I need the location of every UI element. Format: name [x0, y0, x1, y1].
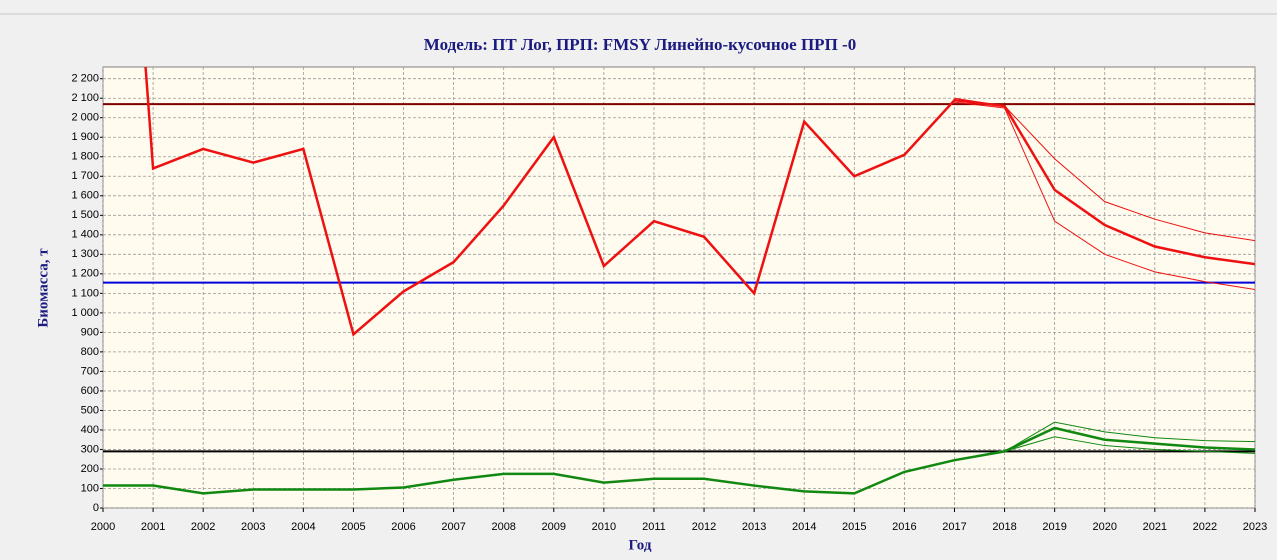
plot-area	[102, 66, 1256, 509]
x-tick-label: 2023	[1243, 521, 1267, 533]
y-tick-label: 2 100	[71, 92, 99, 104]
y-tick-label: 200	[81, 463, 99, 475]
series-line	[1004, 421, 1255, 452]
series-line	[103, 426, 1255, 495]
y-tick-label: 600	[81, 385, 99, 397]
x-tick-label: 2020	[1092, 521, 1116, 533]
y-tick-label: 0	[93, 502, 99, 514]
x-tick-label: 2012	[692, 521, 716, 533]
y-tick-label: 900	[81, 326, 99, 338]
x-tick-label: 2007	[441, 521, 465, 533]
y-tick-label: 500	[81, 404, 99, 416]
x-tick-label: 2019	[1042, 521, 1066, 533]
x-tick-label: 2017	[942, 521, 966, 533]
x-tick-label: 2002	[191, 521, 215, 533]
x-tick-label: 2016	[892, 521, 916, 533]
x-tick-label: 2021	[1143, 521, 1167, 533]
x-tick-label: 2008	[491, 521, 515, 533]
y-tick-label: 2 000	[71, 112, 99, 124]
series-line	[144, 67, 1255, 337]
x-tick-label: 2005	[341, 521, 365, 533]
x-tick-label: 2011	[642, 521, 666, 533]
y-tick-label: 1 300	[71, 248, 99, 260]
y-tick-label: 800	[81, 346, 99, 358]
y-tick-label: 1 400	[71, 229, 99, 241]
y-tick-label: 1 900	[71, 131, 99, 143]
y-tick-label: 1 200	[71, 268, 99, 280]
x-axis-label: Год	[629, 537, 652, 553]
x-tick-label: 2015	[842, 521, 866, 533]
y-tick-label: 1 100	[71, 287, 99, 299]
y-axis-label: Биомасса, т	[35, 248, 51, 328]
x-tick-label: 2000	[91, 521, 115, 533]
x-tick-label: 2018	[992, 521, 1016, 533]
y-tick-label: 1 600	[71, 190, 99, 202]
chart-title: Модель: ПТ Лог, ПРП: FMSY Линейно-кусочн…	[424, 35, 856, 54]
y-tick-label: 1 700	[71, 170, 99, 182]
x-tick-label: 2009	[542, 521, 566, 533]
x-tick-label: 2010	[592, 521, 616, 533]
y-tick-label: 300	[81, 443, 99, 455]
x-tick-label: 2022	[1193, 521, 1217, 533]
y-tick-label: 400	[81, 424, 99, 436]
x-tick-label: 2004	[291, 521, 315, 533]
x-tick-label: 2001	[141, 521, 165, 533]
y-tick-label: 2 200	[71, 73, 99, 85]
series-line	[1004, 436, 1255, 454]
y-tick-label: 1 800	[71, 151, 99, 163]
x-tick-label: 2006	[391, 521, 415, 533]
y-tick-label: 700	[81, 365, 99, 377]
y-tick-label: 1 000	[71, 307, 99, 319]
x-tick-label: 2013	[742, 521, 766, 533]
y-tick-label: 100	[81, 482, 99, 494]
y-tick-label: 1 500	[71, 209, 99, 221]
x-tick-label: 2003	[241, 521, 265, 533]
series-line	[954, 97, 1255, 242]
series-line	[954, 101, 1255, 290]
x-tick-label: 2014	[792, 521, 816, 533]
